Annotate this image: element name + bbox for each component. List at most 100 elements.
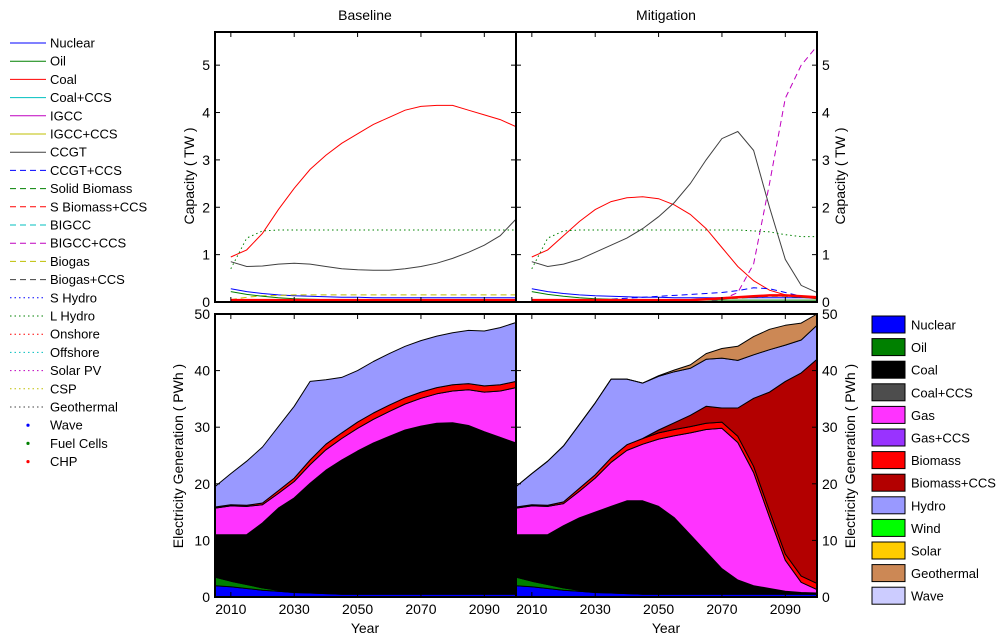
legend-label: Offshore [50,345,100,360]
legend-item-gas: Gas [871,405,935,424]
legend-label: Biomass+CCS [911,476,996,491]
legend-label: CHP [50,454,77,469]
legend-label: Biomass [911,453,961,468]
legend-marker [26,441,30,445]
legend-label: L Hydro [50,309,95,324]
legend-item-l-hydro: L Hydro [10,309,95,324]
legend-item-geothermal: Geothermal [10,400,118,415]
legend-item-s-hydro: S Hydro [10,290,97,305]
legend-item-geothermal: Geothermal [871,564,979,583]
generation-legend: Nuclear Oil Coal Coal+CCS Gas Gas+CCS Biomass B… [871,315,996,605]
legend-label: S Hydro [50,290,97,305]
capacity-ytick-label: 2 [822,199,830,215]
capacity-ytick-label: 4 [822,105,830,121]
legend-swatch [871,451,906,470]
legend-item-wind: Wind [871,518,941,537]
legend-swatch [871,541,906,560]
legend-label: Biogas+CCS [50,272,125,287]
x-tick-label: 2070 [706,601,737,617]
legend-label: Coal [50,72,77,87]
legend-item-bigcc: BIGCC [10,218,91,233]
generation-ytick-label: 50 [822,306,838,322]
line-l-hydro [230,229,516,270]
capacity-lines-panel-1 [230,104,516,302]
legend-item-chp: CHP [26,454,77,469]
legend-item-solar-pv: Solar PV [10,363,102,378]
generation-ytick-label: 0 [822,589,830,605]
x-tick-label: 2010 [516,601,547,617]
x-tick-label: 2030 [279,601,310,617]
line-biogas [230,294,516,301]
legend-item-oil: Oil [871,338,927,357]
capacity-ytick-label: 3 [202,152,210,168]
x-tick-label: 2090 [770,601,801,617]
legend-swatch [871,383,906,402]
legend-label: Gas [911,408,935,423]
legend-swatch [871,315,906,334]
x-tick-label: 2070 [405,601,436,617]
legend-marker [26,423,30,427]
generation-ytick-label: 10 [194,532,210,548]
legend-label: Biogas [50,254,90,269]
legend-label: Geothermal [911,566,979,581]
legend-label: CSP [50,381,77,396]
legend-item-ccgt-ccs: CCGT+CCS [10,163,122,178]
legend-label: Hydro [911,498,946,513]
line-coal [531,196,817,300]
legend-item-bigcc-ccs: BIGCC+CCS [10,236,127,251]
legend-item-coal-ccs: Coal+CCS [871,383,973,402]
x-tick-label: 2050 [643,601,674,617]
legend-label: Geothermal [50,400,118,415]
generation-ytick-label: 50 [194,306,210,322]
legend-swatch [871,360,906,379]
panel-title-mitigation: Mitigation [636,7,696,23]
y-axis-label-generation-left: Electricity Generation ( PWh ) [170,364,186,548]
legend-swatch [871,564,906,583]
legend-label: Gas+CCS [911,431,970,446]
legend-item-onshore: Onshore [10,327,100,342]
legend-label: Oil [50,54,66,69]
legend-item-solid-biomass: Solid Biomass [10,181,133,196]
line-chp [531,294,817,302]
legend-label: Solar PV [50,363,102,378]
legend-swatch [871,338,906,357]
legend-label: S Biomass+CCS [50,199,147,214]
capacity-ytick-label: 0 [822,294,830,310]
generation-ytick-label: 40 [194,363,210,379]
capacity-legend: Nuclear Oil Coal Coal+CCS IGCC IGCC+CCS CCGT CC… [10,36,147,469]
generation-frame-2 [515,313,818,598]
legend-label: Onshore [50,327,100,342]
generation-areas-panel-1 [214,322,517,598]
legend-item-biomass: Biomass [871,451,961,470]
legend-item-solar: Solar [871,541,942,560]
capacity-ytick-label: 1 [202,247,210,263]
legend-item-wave: Wave [26,418,83,433]
legend-item-wave: Wave [871,586,944,605]
generation-ytick-label: 40 [822,363,838,379]
legend-item-oil: Oil [10,54,66,69]
legend-swatch [871,428,906,447]
legend-label: IGCC+CCS [50,127,118,142]
legend-label: Wind [911,521,941,536]
plot-panels [214,45,818,598]
capacity-ytick-label: 2 [202,199,210,215]
legend-label: Coal+CCS [50,90,112,105]
legend-label: Coal [911,363,938,378]
legend-marker [26,460,30,464]
legend-item-coal-ccs: Coal+CCS [10,90,112,105]
x-axis-label-left: Year [351,620,380,636]
legend-item-nuclear: Nuclear [871,315,956,334]
legend-item-coal: Coal [871,360,938,379]
legend-label: Wave [50,418,83,433]
legend-label: CCGT [50,145,87,160]
legend-label: CCGT+CCS [50,163,122,178]
legend-swatch [871,496,906,515]
legend-label: Solid Biomass [50,181,133,196]
line-ccgt [230,218,516,271]
legend-item-igcc-ccs: IGCC+CCS [10,127,118,142]
capacity-frame-2 [515,31,818,303]
legend-swatch [871,405,906,424]
generation-areas-panel-2 [515,313,818,598]
